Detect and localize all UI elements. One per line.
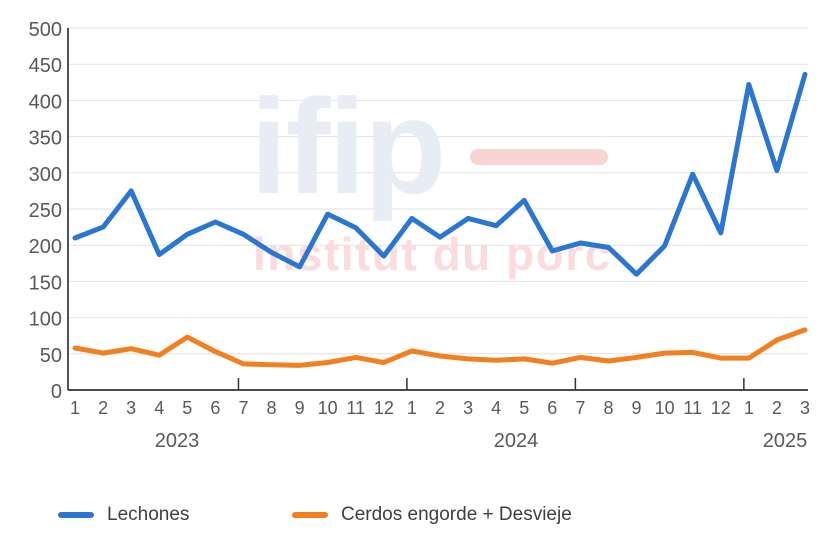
legend-label-lechones: Lechones bbox=[107, 504, 190, 525]
x-axis-month-label: 11 bbox=[346, 398, 365, 418]
y-axis-label: 450 bbox=[29, 55, 62, 77]
y-axis-label: 200 bbox=[29, 236, 62, 258]
x-axis-month-label: 9 bbox=[295, 398, 305, 418]
x-axis-month-label: 1 bbox=[70, 398, 80, 418]
x-axis-month-label: 12 bbox=[711, 398, 731, 418]
x-axis-month-label: 5 bbox=[519, 398, 529, 418]
legend-item-cerdos-engorde[interactable]: Cerdos engorde + Desvieje bbox=[292, 502, 572, 528]
x-axis-month-label: 10 bbox=[655, 398, 675, 418]
x-axis-month-label: 2 bbox=[772, 398, 782, 418]
ifip-watermark-subtitle: institut du porc bbox=[253, 228, 612, 280]
x-axis-month-label: 6 bbox=[210, 398, 220, 418]
x-axis-month-label: 7 bbox=[575, 398, 585, 418]
y-axis-label: 250 bbox=[29, 200, 62, 222]
x-axis-month-label: 1 bbox=[407, 398, 417, 418]
y-axis-label: 500 bbox=[29, 19, 62, 41]
y-axis-label: 400 bbox=[29, 91, 62, 113]
chart-legend: Lechones Cerdos engorde + Desvieje bbox=[0, 502, 820, 532]
x-axis-year-label: 2023 bbox=[155, 430, 200, 452]
y-axis-label: 50 bbox=[40, 345, 62, 367]
x-axis-month-label: 7 bbox=[238, 398, 248, 418]
x-axis-month-label: 12 bbox=[374, 398, 394, 418]
x-axis-month-label: 9 bbox=[632, 398, 642, 418]
ifip-watermark-brand: ifip bbox=[250, 71, 444, 222]
x-axis-month-label: 2 bbox=[435, 398, 445, 418]
series-line-cerdos-engorde bbox=[72, 327, 808, 368]
x-axis-month-label: 8 bbox=[603, 398, 613, 418]
legend-label-cerdos-engorde: Cerdos engorde + Desvieje bbox=[341, 504, 572, 525]
ifip-watermark-bar bbox=[470, 149, 608, 165]
y-axis-label: 150 bbox=[29, 272, 62, 294]
x-axis-month-label: 4 bbox=[154, 398, 164, 418]
x-axis-month-label: 11 bbox=[683, 398, 702, 418]
x-axis-month-label: 4 bbox=[491, 398, 501, 418]
y-axis-label: 0 bbox=[51, 381, 62, 403]
x-axis-month-label: 2 bbox=[98, 398, 108, 418]
x-axis-month-label: 3 bbox=[800, 398, 810, 418]
x-axis-month-label: 3 bbox=[126, 398, 136, 418]
y-axis-label: 300 bbox=[29, 164, 62, 186]
x-axis-month-label: 10 bbox=[318, 398, 338, 418]
x-axis-month-label: 3 bbox=[463, 398, 473, 418]
lechones-line-swatch bbox=[58, 512, 94, 518]
x-axis-year-label: 2024 bbox=[494, 430, 539, 452]
x-axis-month-label: 8 bbox=[267, 398, 277, 418]
y-axis-label: 350 bbox=[29, 128, 62, 150]
cerdos-engorde-line-swatch bbox=[292, 512, 328, 518]
y-axis-label: 100 bbox=[29, 309, 62, 331]
series-line-lechones bbox=[72, 71, 808, 277]
x-axis-month-label: 1 bbox=[744, 398, 754, 418]
x-axis-year-label: 2025 bbox=[763, 430, 808, 452]
x-axis-month-label: 5 bbox=[182, 398, 192, 418]
legend-item-lechones[interactable]: Lechones bbox=[58, 502, 189, 528]
x-axis-month-label: 6 bbox=[547, 398, 557, 418]
